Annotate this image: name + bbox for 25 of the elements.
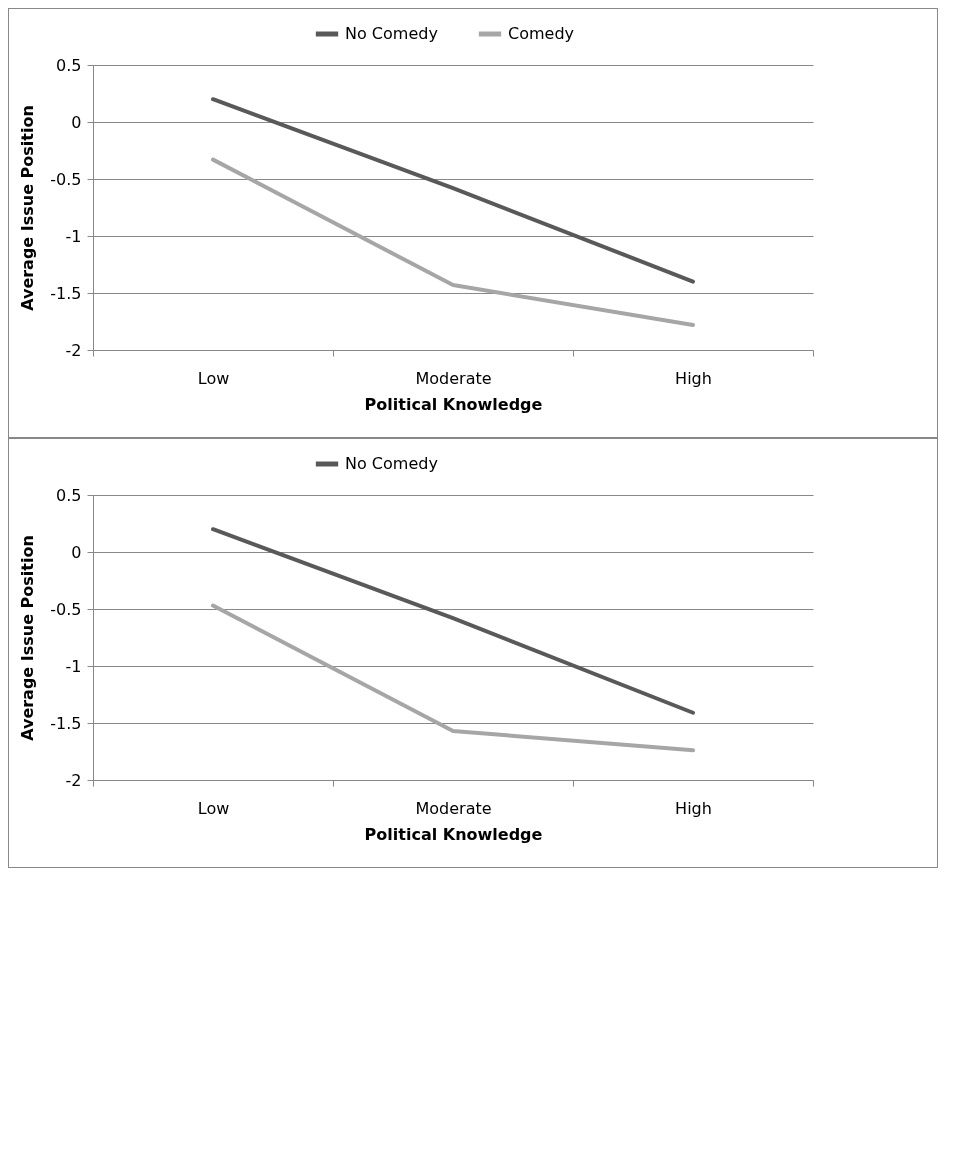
y-tick-label: 0.5 — [56, 55, 82, 75]
y-tick-label: -1.5 — [50, 283, 82, 303]
x-tick-label: Low — [197, 798, 230, 818]
y-tick-label: -0.5 — [50, 599, 82, 619]
y-tick-label: 0 — [71, 112, 82, 132]
x-tick-label: High — [675, 798, 712, 818]
x-tick-label: Moderate — [415, 368, 492, 388]
y-axis-title: Average Issue Position — [18, 535, 38, 741]
y-tick-label: 0 — [71, 542, 82, 562]
legend-label: No Comedy — [345, 454, 438, 473]
y-tick-label: -1 — [65, 656, 82, 676]
y-tick-label: -0.5 — [50, 169, 82, 189]
legend-label: Comedy — [508, 24, 575, 43]
y-tick-label: -1 — [65, 226, 82, 246]
y-axis-title: Average Issue Position — [18, 105, 38, 311]
x-tick-label: Moderate — [415, 798, 492, 818]
x-tick-label: High — [675, 368, 712, 388]
x-axis-title: Political Knowledge — [364, 394, 543, 414]
x-tick-label: Low — [197, 368, 230, 388]
y-tick-label: -1.5 — [50, 713, 82, 733]
y-tick-label: -2 — [65, 340, 82, 360]
y-tick-label: -2 — [65, 770, 82, 790]
legend-label: No Comedy — [345, 24, 438, 43]
y-tick-label: 0.5 — [56, 485, 82, 505]
x-axis-title: Political Knowledge — [364, 824, 543, 844]
